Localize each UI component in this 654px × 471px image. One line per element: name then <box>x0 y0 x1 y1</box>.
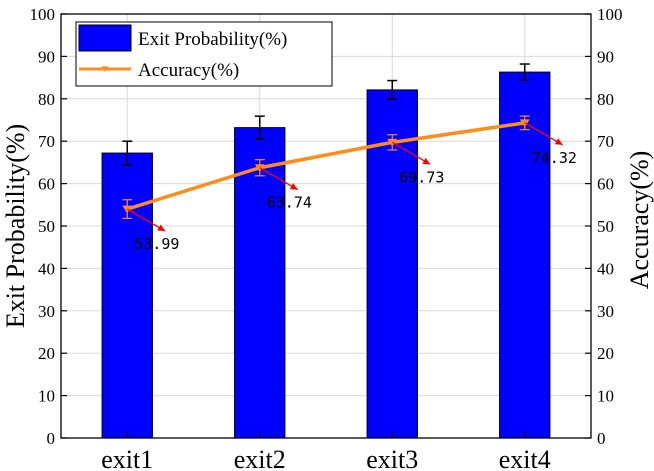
data-label: 63.74 <box>267 194 312 212</box>
data-label-arrowhead <box>157 224 166 232</box>
right-tick-label: 0 <box>597 429 606 448</box>
right-tick-label: 40 <box>597 259 614 278</box>
left-tick-label: 100 <box>30 5 56 24</box>
x-tick-label: exit2 <box>234 445 286 471</box>
right-tick-label: 20 <box>597 344 614 363</box>
data-label-arrow <box>391 141 431 165</box>
data-label-arrowhead <box>289 183 298 190</box>
bar <box>234 127 286 439</box>
left-tick-label: 50 <box>38 217 55 236</box>
left-tick-label: 0 <box>47 429 56 448</box>
bars <box>101 71 551 439</box>
right-tick-label: 100 <box>597 5 623 24</box>
legend-exit-probability-label: Exit Probability(%) <box>138 29 287 50</box>
axes: 0 0 10 10 20 20 30 30 40 40 50 50 60 60 70 70 80 80 90 90 10… <box>30 5 623 471</box>
left-tick-label: 60 <box>38 175 55 194</box>
data-label: 74.32 <box>532 149 577 167</box>
accuracy-series-line <box>126 121 526 211</box>
right-tick-label: 50 <box>597 217 614 236</box>
left-tick-label: 30 <box>38 302 55 321</box>
right-tick-label: 80 <box>597 90 614 109</box>
left-tick-label: 80 <box>38 90 55 109</box>
data-label-arrow <box>259 167 299 191</box>
right-tick-label: 30 <box>597 302 614 321</box>
bar-error-bars <box>122 63 530 166</box>
legend-line-marker <box>101 66 109 72</box>
data-label: 53.99 <box>134 235 179 253</box>
left-tick-label: 40 <box>38 259 55 278</box>
data-labels: 53.99 63.74 69.73 74.32 <box>126 122 577 253</box>
x-tick-label: exit1 <box>101 445 153 471</box>
legend: Exit Probability(%) Accuracy(%) <box>75 21 333 87</box>
data-label-arrowhead <box>422 157 431 165</box>
legend-bar-swatch <box>78 24 132 52</box>
data-label: 69.73 <box>399 168 444 186</box>
data-label-arrowhead <box>554 138 563 145</box>
right-tick-label: 60 <box>597 175 614 194</box>
x-tick-label: exit3 <box>366 445 418 471</box>
left-tick-label: 70 <box>38 132 55 151</box>
y-axis-label-right: Accuracy(%) <box>625 151 654 290</box>
bar <box>101 152 153 439</box>
right-tick-label: 70 <box>597 132 614 151</box>
left-tick-label: 20 <box>38 344 55 363</box>
data-label-arrow <box>524 122 564 146</box>
left-tick-label: 90 <box>38 47 55 66</box>
right-tick-label: 90 <box>597 47 614 66</box>
left-tick-label: 10 <box>38 387 55 406</box>
data-label-arrow <box>126 208 166 232</box>
y-axis-label-left: Exit Probability(%) <box>1 124 30 328</box>
right-tick-label: 10 <box>597 387 614 406</box>
legend-accuracy-label: Accuracy(%) <box>138 60 239 81</box>
x-tick-label: exit4 <box>499 445 551 471</box>
accuracy-line <box>122 115 530 220</box>
